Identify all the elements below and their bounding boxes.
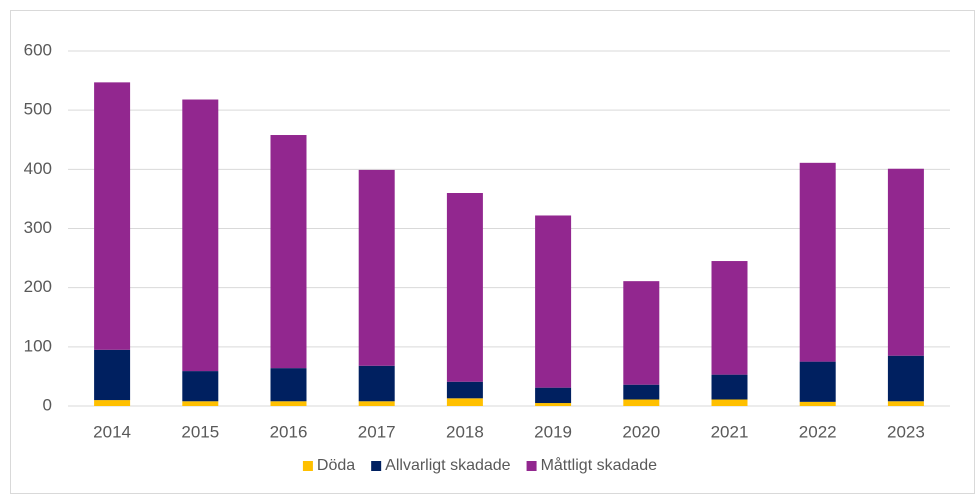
bar-segment [711, 261, 748, 375]
bar-segment [94, 82, 131, 350]
bar-segment [711, 399, 748, 406]
legend: Döda Allvarligt skadade Måttligt skadade [302, 456, 658, 474]
x-tick-label: 2017 [358, 422, 396, 441]
bar-segment [446, 193, 483, 382]
bar-segment [270, 368, 307, 402]
bar-segment [358, 401, 395, 406]
x-tick-label: 2020 [622, 422, 660, 441]
y-tick-label: 400 [24, 159, 52, 178]
x-tick-label: 2018 [446, 422, 484, 441]
bar-segment [799, 162, 836, 362]
x-tick-label: 2014 [93, 422, 131, 441]
bar-segment [535, 387, 572, 404]
bar-segment [799, 401, 836, 406]
bar-segment [887, 168, 924, 356]
bar-segment [535, 215, 572, 388]
x-tick-label: 2015 [181, 422, 219, 441]
bar-segment [799, 361, 836, 402]
legend-label: Allvarligt skadade [385, 457, 511, 474]
bar-segment [94, 400, 131, 406]
bar-segment [711, 374, 748, 400]
bar-segment [623, 281, 660, 385]
bar-segment [623, 399, 660, 406]
bar-segment [887, 355, 924, 402]
bar-segment [887, 401, 924, 406]
y-tick-label: 0 [43, 395, 52, 414]
bar-segment [446, 381, 483, 399]
x-tick-label: 2023 [887, 422, 925, 441]
bar-segment [182, 371, 219, 402]
legend-label: Måttligt skadade [541, 456, 658, 474]
legend-label: Döda [317, 457, 355, 474]
y-tick-label: 300 [24, 218, 52, 237]
bar-segment [623, 384, 660, 400]
x-tick-label: 2021 [711, 422, 749, 441]
legend-swatch [526, 461, 537, 471]
x-tick-label: 2016 [270, 422, 308, 441]
y-tick-label: 600 [24, 40, 52, 59]
legend-swatch [302, 461, 313, 471]
x-tick-label: 2022 [799, 422, 837, 441]
y-tick-label: 100 [24, 336, 52, 355]
legend-swatch [371, 461, 382, 471]
bar-segment [535, 403, 572, 406]
bar-segment [94, 349, 131, 401]
bar-segment [358, 365, 395, 402]
bar-segment [182, 401, 219, 406]
bar-segment [270, 135, 307, 369]
y-tick-label: 200 [24, 277, 52, 296]
bar-segment [182, 99, 219, 372]
bar-segment [270, 401, 307, 406]
x-tick-label: 2019 [534, 422, 572, 441]
bar-segment [358, 169, 395, 366]
bar-segment [446, 398, 483, 406]
y-tick-label: 500 [24, 100, 52, 119]
